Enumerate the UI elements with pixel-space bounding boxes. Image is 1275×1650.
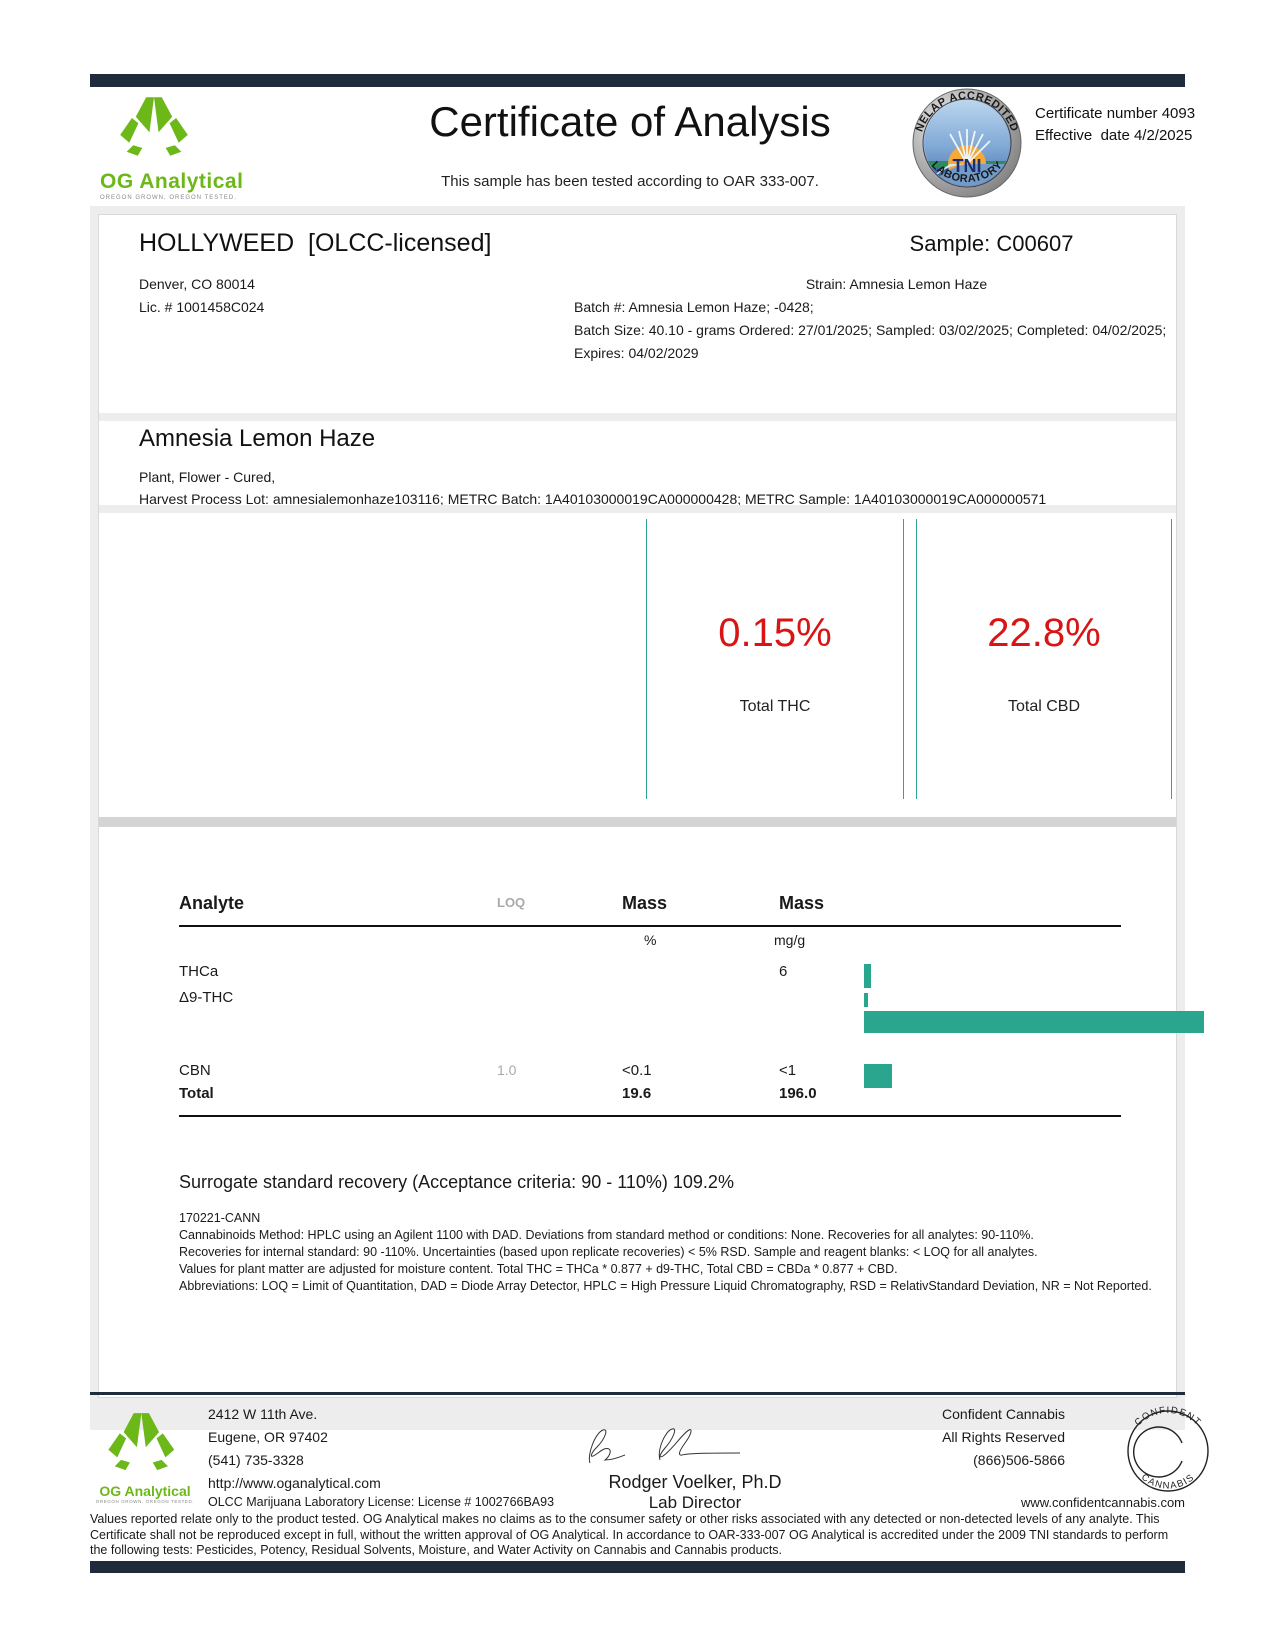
svg-text:CONFIDENT: CONFIDENT (1133, 1405, 1204, 1428)
